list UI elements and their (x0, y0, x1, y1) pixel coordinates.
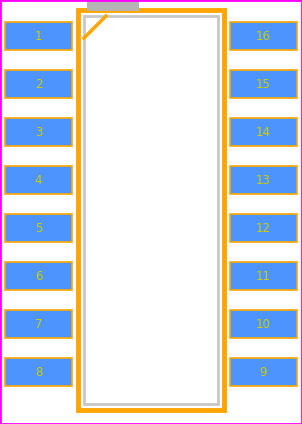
Text: 1: 1 (35, 30, 42, 42)
Bar (230, 214, 297, 242)
Text: 15: 15 (256, 78, 271, 90)
Bar (230, 70, 297, 98)
Bar (5, 310, 72, 338)
Bar (5, 70, 72, 98)
Text: 10: 10 (256, 318, 271, 330)
Bar (5, 22, 72, 50)
Bar (230, 262, 297, 290)
Text: 8: 8 (35, 365, 42, 379)
Text: 13: 13 (256, 173, 271, 187)
Text: 7: 7 (35, 318, 42, 330)
Text: 9: 9 (260, 365, 267, 379)
Bar (5, 118, 72, 146)
FancyBboxPatch shape (87, 1, 139, 11)
Bar (230, 358, 297, 386)
Bar (5, 358, 72, 386)
Text: 2: 2 (35, 78, 42, 90)
Bar (84, 16, 218, 404)
Bar (5, 214, 72, 242)
Bar (230, 166, 297, 194)
Bar (230, 118, 297, 146)
Bar (230, 310, 297, 338)
Text: 16: 16 (256, 30, 271, 42)
Text: 4: 4 (35, 173, 42, 187)
Text: 6: 6 (35, 270, 42, 282)
Text: 3: 3 (35, 126, 42, 139)
Text: 14: 14 (256, 126, 271, 139)
Bar (5, 262, 72, 290)
Bar (230, 22, 297, 50)
Bar (5, 166, 72, 194)
Bar (78, 10, 224, 410)
Text: 11: 11 (256, 270, 271, 282)
Text: 12: 12 (256, 221, 271, 234)
Text: 5: 5 (35, 221, 42, 234)
